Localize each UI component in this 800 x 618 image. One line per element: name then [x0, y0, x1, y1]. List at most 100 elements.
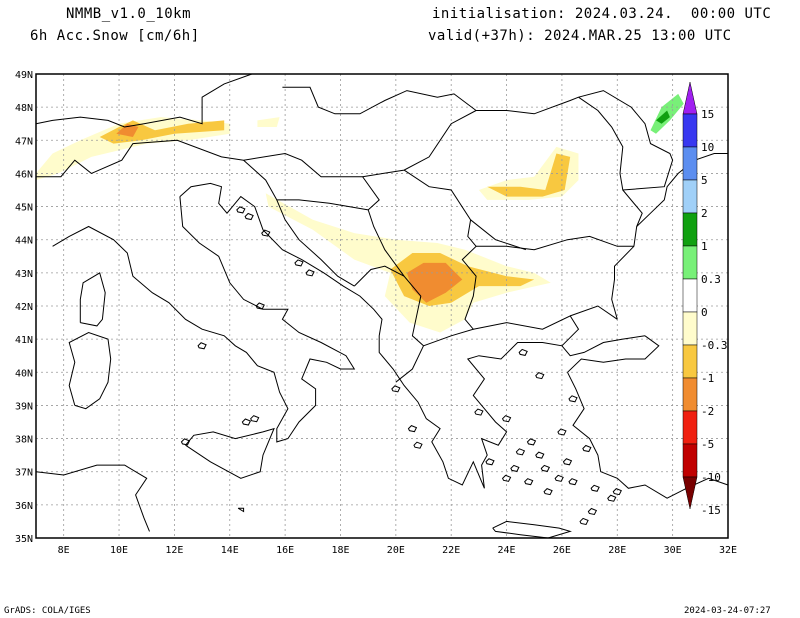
island-outline: [474, 408, 484, 416]
colorbar-segment: [682, 179, 698, 214]
coastline-segment: [353, 265, 405, 287]
island-outline: [535, 451, 545, 459]
colorbar-bottom-arrow: [682, 476, 698, 510]
island-outline: [524, 478, 534, 486]
lat-tick-label: 36N: [15, 501, 33, 512]
lat-tick-label: 45N: [15, 203, 33, 214]
lon-tick-label: 28E: [608, 545, 626, 556]
island-outline: [485, 458, 495, 466]
colorbar-segment: [682, 311, 698, 346]
coastline-segment: [237, 507, 245, 513]
lon-tick-label: 22E: [442, 545, 460, 556]
island-outline: [612, 488, 622, 496]
lon-tick-label: 20E: [387, 545, 405, 556]
coastline-segment: [185, 427, 275, 479]
coastline-segment: [611, 153, 728, 320]
coastline-segment: [473, 315, 580, 347]
colorbar-segment: [682, 410, 698, 445]
coastline-segment: [567, 372, 729, 499]
island-outline: [294, 259, 304, 267]
coastline-segment: [36, 139, 425, 383]
colorbar: 15 10 5 2 1 0.3 0 -0.3 -1 -2 -5 -10 -15: [682, 81, 728, 517]
island-outline: [557, 428, 567, 436]
lat-tick-label: 48N: [15, 103, 33, 114]
colorbar-segment: [682, 278, 698, 313]
island-outline: [562, 458, 573, 466]
island-outline: [305, 269, 315, 277]
axis-labels: 8E 10E 12E 14E 16E 18E 20E 22E 24E 26E 28E 30E 32E 49…: [15, 70, 737, 556]
lon-tick-label: 24E: [498, 545, 516, 556]
colorbar-label: -10: [701, 471, 721, 484]
coastline-segment: [52, 196, 356, 443]
colorbar-label: 1: [701, 240, 708, 253]
coastlines-borders: [35, 73, 729, 539]
lat-tick-label: 41N: [15, 335, 33, 346]
coastline-segment: [570, 305, 618, 320]
island-outline: [255, 302, 265, 310]
lat-tick-label: 39N: [15, 401, 33, 412]
valid-time: valid(+37h): 2024.MAR.25 13:00 UTC: [428, 28, 732, 44]
coastline-segment: [68, 331, 112, 410]
island-outline: [518, 348, 528, 356]
lat-tick-label: 38N: [15, 435, 33, 446]
colorbar-segment: [682, 212, 698, 247]
snow-shading-layer: [36, 93, 684, 333]
colorbar-segment: [682, 443, 698, 478]
island-outline: [579, 517, 589, 525]
lat-tick-label: 42N: [15, 302, 33, 313]
island-outline: [501, 474, 512, 482]
variable-title: 6h Acc.Snow [cm/6h]: [30, 28, 200, 44]
island-outline: [540, 464, 551, 472]
lat-tick-label: 35N: [15, 534, 33, 545]
plot-timestamp: 2024-03-24-07:27: [684, 606, 771, 616]
island-outline: [515, 448, 526, 456]
island-outline: [197, 342, 207, 350]
snow-area-black-sea-coast-darkgreen: [656, 110, 670, 124]
lon-tick-label: 10E: [110, 545, 128, 556]
lat-tick-label: 37N: [15, 468, 33, 479]
coastline-segment: [79, 272, 106, 327]
coastline-segment: [179, 182, 646, 489]
model-name: NMMB_v1.0_10km: [66, 6, 192, 22]
island-outline: [391, 385, 401, 393]
island-outline: [526, 438, 537, 446]
island-outline: [582, 444, 592, 453]
island-outline: [180, 438, 191, 446]
snow-area-alps-east-patch: [257, 117, 280, 127]
island-outline: [535, 372, 545, 380]
lat-tick-label: 43N: [15, 269, 33, 280]
island-outline: [607, 494, 617, 502]
colorbar-label: 0: [701, 306, 708, 319]
island-outline: [501, 415, 512, 423]
lon-tick-label: 30E: [664, 545, 682, 556]
colorbar-label: 5: [701, 174, 708, 187]
lat-tick-label: 47N: [15, 136, 33, 147]
coastline-segment: [35, 73, 253, 128]
coastline-segment: [476, 235, 634, 251]
grads-credit: GrADS: COLA/IGES: [4, 606, 91, 616]
island-outline: [413, 441, 423, 449]
lon-tick-label: 18E: [331, 545, 349, 556]
snow-area-alps-heavy: [116, 123, 139, 137]
colorbar-segment: [682, 245, 698, 280]
island-outline: [568, 395, 578, 403]
lon-tick-label: 14E: [221, 545, 239, 556]
colorbar-label: -1: [701, 372, 714, 385]
island-outline: [407, 425, 418, 433]
snow-area-carpathian-moderate: [487, 153, 571, 197]
lon-tick-label: 26E: [553, 545, 571, 556]
island-outline: [587, 507, 598, 516]
colorbar-segment: [682, 377, 698, 412]
coastline-segment: [622, 189, 643, 227]
colorbar-segment: [682, 146, 698, 181]
island-outline: [241, 418, 252, 426]
island-outline: [244, 212, 254, 221]
colorbar-label: 15: [701, 108, 714, 121]
initialisation-time: initialisation: 2024.03.24. 00:00 UTC: [432, 6, 772, 22]
lat-tick-label: 44N: [15, 236, 33, 247]
island-outline: [261, 229, 271, 237]
lon-tick-label: 12E: [165, 545, 183, 556]
lon-tick-label: 16E: [276, 545, 294, 556]
colorbar-label: 2: [701, 207, 708, 220]
island-outline: [250, 415, 260, 423]
